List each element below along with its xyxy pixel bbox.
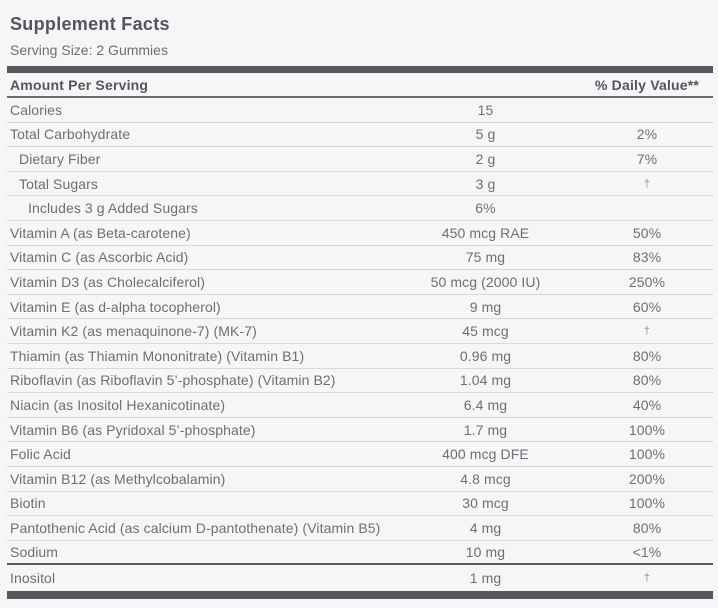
nutrient-name: Calories	[10, 101, 63, 118]
nutrient-daily-value: 100%	[628, 421, 666, 438]
table-row: Sodium 10 mg <1%	[7, 541, 713, 566]
nutrient-name: Vitamin B12 (as Methylcobalamin)	[10, 470, 226, 487]
nutrient-amount: 6%	[475, 200, 496, 217]
nutrient-daily-value: 250%	[628, 273, 666, 290]
nutrient-daily-value: 40%	[632, 396, 662, 413]
table-row: Dietary Fiber 2 g 7%	[7, 147, 713, 172]
nutrient-amount: 1 mg	[469, 569, 502, 586]
table-row: Vitamin E (as d-alpha tocopherol) 9 mg 60%	[7, 295, 713, 320]
nutrient-daily-value: 7%	[636, 150, 658, 167]
nutrient-amount: 75 mg	[465, 249, 506, 266]
nutrient-name: Folic Acid	[10, 446, 71, 463]
top-divider-bar	[7, 66, 713, 73]
nutrient-daily-value: <1%	[632, 543, 662, 560]
nutrient-name: Includes 3 g Added Sugars	[28, 200, 198, 217]
nutrient-name: Sodium	[10, 543, 59, 560]
nutrient-daily-value: 80%	[632, 347, 662, 364]
table-row: Total Carbohydrate 5 g 2%	[7, 123, 713, 148]
nutrient-name: Niacin (as Inositol Hexanicotinate)	[10, 396, 226, 413]
table-row: Vitamin B12 (as Methylcobalamin) 4.8 mcg 2…	[7, 467, 713, 492]
nutrient-name: Vitamin C (as Ascorbic Acid)	[10, 249, 189, 266]
nutrient-name: Vitamin D3 (as Cholecalciferol)	[10, 273, 206, 290]
nutrient-name: Pantothenic Acid (as calcium D-pantothen…	[10, 519, 381, 536]
table-row: Inositol 1 mg †	[7, 565, 713, 590]
nutrient-amount: 50 mcg (2000 IU)	[430, 273, 541, 290]
table-row: Vitamin B6 (as Pyridoxal 5’-phosphate) 1.…	[7, 418, 713, 443]
nutrient-amount: 4 mg	[469, 519, 502, 536]
nutrient-amount: 9 mg	[469, 298, 502, 315]
nutrient-amount: 4.8 mcg	[460, 470, 511, 487]
nutrient-amount: 1.04 mg	[459, 372, 512, 389]
nutrient-daily-value: 80%	[632, 372, 662, 389]
nutrient-amount: 15	[477, 101, 494, 118]
nutrient-rows: Calories 15 Total Carbohydrate 5 g 2% Dietary…	[7, 98, 713, 590]
nutrient-amount: 3 g	[475, 175, 496, 192]
nutrient-name: Total Sugars	[19, 175, 99, 192]
table-row: Thiamin (as Thiamin Mononitrate) (Vitami…	[7, 344, 713, 369]
label-title: Supplement Facts	[10, 14, 170, 34]
table-row: Vitamin K2 (as menaquinone-7) (MK-7) 45 m…	[7, 319, 713, 344]
nutrient-amount: 45 mcg	[462, 323, 509, 340]
nutrient-amount: 1.7 mg	[463, 421, 508, 438]
nutrient-name: Dietary Fiber	[19, 150, 101, 167]
table-row: Niacin (as Inositol Hexanicotinate) 6.4 m…	[7, 393, 713, 418]
nutrient-daily-value: 50%	[632, 224, 662, 241]
serving-size: Serving Size: 2 Gummies	[10, 42, 168, 58]
nutrient-name: Biotin	[10, 495, 46, 512]
nutrient-amount: 6.4 mg	[463, 396, 508, 413]
nutrient-name: Inositol	[10, 569, 56, 586]
nutrient-name: Total Carbohydrate	[10, 126, 131, 143]
table-row: Vitamin C (as Ascorbic Acid) 75 mg 83%	[7, 246, 713, 271]
nutrient-daily-value: 80%	[632, 519, 662, 536]
nutrient-amount: 5 g	[475, 126, 496, 143]
nutrient-name: Thiamin (as Thiamin Mononitrate) (Vitami…	[10, 347, 305, 364]
nutrient-daily-value: †	[643, 325, 651, 338]
nutrient-amount: 400 mcg DFE	[442, 446, 529, 463]
nutrient-name: Riboflavin (as Riboflavin 5’-phosphate) …	[10, 372, 336, 389]
table-row: Vitamin A (as Beta-carotene) 450 mcg RAE 5…	[7, 221, 713, 246]
table-header-row: Amount Per Serving % Daily Value**	[7, 73, 713, 98]
table-row: Biotin 30 mcg 100%	[7, 492, 713, 517]
nutrient-daily-value: 83%	[632, 249, 662, 266]
nutrient-amount: 2 g	[475, 150, 496, 167]
nutrient-name: Vitamin E (as d-alpha tocopherol)	[10, 298, 221, 315]
table-row: Riboflavin (as Riboflavin 5’-phosphate) …	[7, 369, 713, 394]
table-row: Calories 15	[7, 98, 713, 123]
table-row: Pantothenic Acid (as calcium D-pantothen…	[7, 516, 713, 541]
table-row: Vitamin D3 (as Cholecalciferol) 50 mcg (2…	[7, 270, 713, 295]
nutrient-name: Vitamin A (as Beta-carotene)	[10, 224, 191, 241]
nutrient-name: Vitamin B6 (as Pyridoxal 5’-phosphate)	[10, 421, 256, 438]
nutrient-daily-value: 200%	[628, 470, 666, 487]
nutrient-daily-value: 2%	[636, 126, 658, 143]
daily-value-header: % Daily Value**	[594, 76, 700, 93]
table-row: Includes 3 g Added Sugars 6%	[7, 196, 713, 221]
amount-per-serving-header: Amount Per Serving	[10, 76, 149, 93]
nutrient-daily-value: 100%	[628, 495, 666, 512]
nutrient-amount: 30 mcg	[462, 495, 509, 512]
nutrient-name: Vitamin K2 (as menaquinone-7) (MK-7)	[10, 323, 257, 340]
nutrient-daily-value: †	[643, 571, 651, 584]
nutrient-amount: 0.96 mg	[459, 347, 512, 364]
table-row: Folic Acid 400 mcg DFE 100%	[7, 442, 713, 467]
nutrient-daily-value: 60%	[632, 298, 662, 315]
bottom-divider-bar	[7, 590, 713, 599]
table-row: Total Sugars 3 g †	[7, 172, 713, 197]
nutrient-amount: 10 mg	[465, 543, 506, 560]
nutrient-daily-value: †	[643, 177, 651, 190]
nutrient-daily-value: 100%	[628, 446, 666, 463]
nutrient-amount: 450 mcg RAE	[441, 224, 530, 241]
